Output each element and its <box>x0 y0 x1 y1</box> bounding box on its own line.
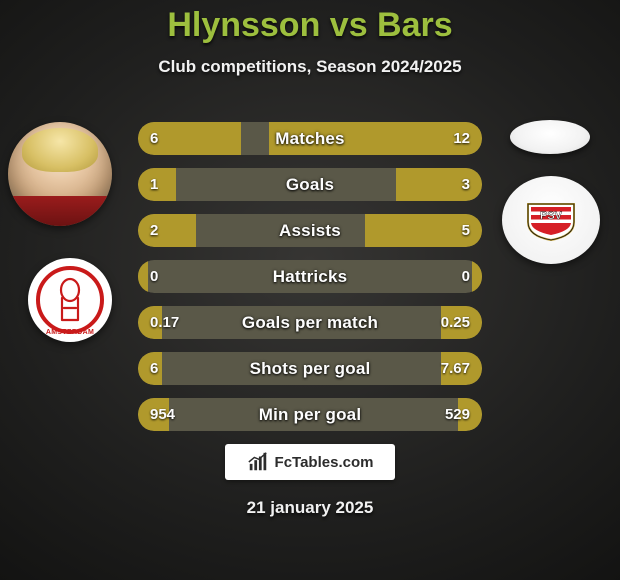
player-left-avatar <box>8 122 112 226</box>
stat-row: 67.67Shots per goal <box>138 352 482 385</box>
stat-row: 00Hattricks <box>138 260 482 293</box>
club-badge-right: PSV <box>502 176 600 264</box>
svg-text:PSV: PSV <box>540 210 563 222</box>
comparison-subtitle: Club competitions, Season 2024/2025 <box>0 57 620 77</box>
player-right-avatar <box>510 120 590 154</box>
club-left-caption: AMSTERDAM <box>28 329 112 336</box>
stat-row: 612Matches <box>138 122 482 155</box>
stat-row: 954529Min per goal <box>138 398 482 431</box>
stat-label: Goals <box>138 168 482 201</box>
stat-label: Hattricks <box>138 260 482 293</box>
comparison-title: Hlynsson vs Bars <box>0 0 620 45</box>
stat-row: 13Goals <box>138 168 482 201</box>
chart-icon <box>247 451 269 473</box>
stat-label: Shots per goal <box>138 352 482 385</box>
stat-label: Assists <box>138 214 482 247</box>
club-badge-left: AMSTERDAM <box>28 258 112 342</box>
stat-row: 0.170.25Goals per match <box>138 306 482 339</box>
comparison-date: 21 january 2025 <box>0 498 620 518</box>
stat-label: Goals per match <box>138 306 482 339</box>
branding-text: FcTables.com <box>275 454 374 471</box>
stat-rows: 612Matches 13Goals 25Assists 00Hattricks 0.1… <box>138 122 482 444</box>
branding-badge: FcTables.com <box>225 444 395 480</box>
stat-label: Min per goal <box>138 398 482 431</box>
stat-label: Matches <box>138 122 482 155</box>
stat-row: 25Assists <box>138 214 482 247</box>
